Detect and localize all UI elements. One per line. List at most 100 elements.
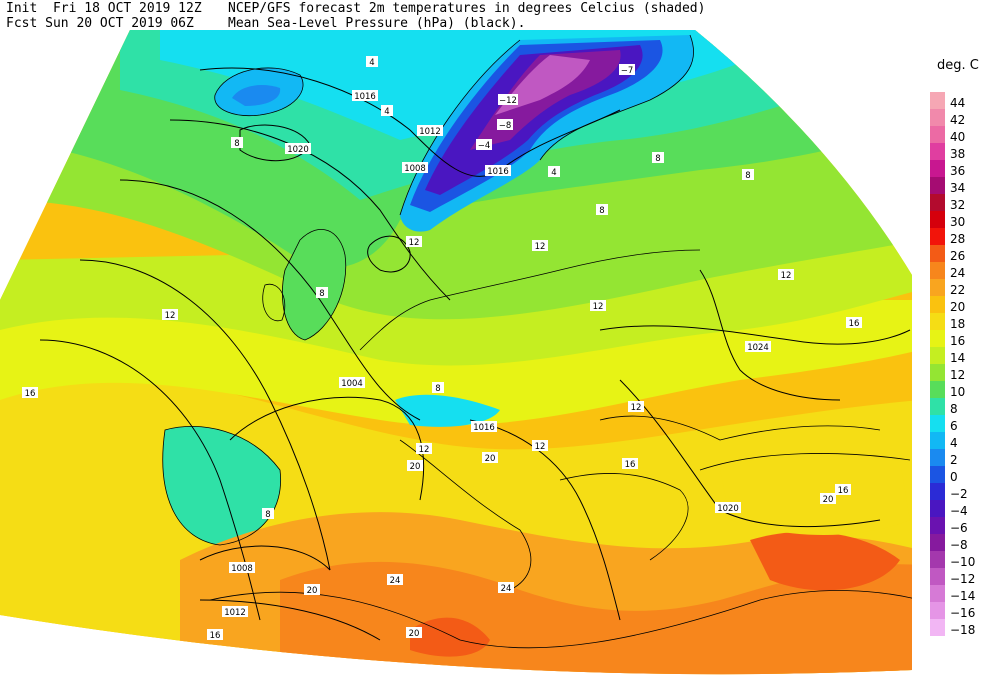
iceland-cold xyxy=(232,85,281,106)
legend-label: −2 xyxy=(950,487,968,501)
legend-swatch xyxy=(930,619,945,636)
isobar-label-text: 1008 xyxy=(404,164,426,174)
temp-label: 24 xyxy=(498,582,514,594)
isobar-label: 1004 xyxy=(339,377,365,389)
temp-label-text: 16 xyxy=(838,486,849,496)
temp-label: 4 xyxy=(366,56,378,68)
legend-entry: 38 xyxy=(930,143,1000,160)
turkey-temp xyxy=(720,453,910,535)
temp-label-text: 24 xyxy=(501,584,512,594)
isobar-label-text: 1012 xyxy=(419,127,441,137)
legend-entry: −2 xyxy=(930,483,1000,500)
temp-label: 12 xyxy=(532,240,548,252)
temp-band-26-libya xyxy=(410,617,490,657)
legend-unit: deg. C xyxy=(937,58,979,73)
isobar-label: 1012 xyxy=(417,125,443,137)
map-subtitle: Mean Sea-Level Pressure (hPa) (black). xyxy=(228,16,526,31)
legend-entry: −12 xyxy=(930,568,1000,585)
legend-label: −8 xyxy=(950,538,968,552)
temp-label-text: −12 xyxy=(499,96,517,106)
legend-swatch xyxy=(930,534,945,551)
temp-label-text: −8 xyxy=(499,121,512,131)
temp-label-text: 12 xyxy=(781,271,792,281)
temp-label: 20 xyxy=(406,627,422,639)
temp-label: 16 xyxy=(835,484,851,496)
temp-label-text: 20 xyxy=(410,462,421,472)
legend-entry: 6 xyxy=(930,415,1000,432)
temp-label: 16 xyxy=(22,387,38,399)
temp-label-text: 8 xyxy=(655,154,660,164)
isobar-label: 1016 xyxy=(352,90,378,102)
temp-label-text: 16 xyxy=(625,460,636,470)
temp-label: 12 xyxy=(590,300,606,312)
legend-entry: −8 xyxy=(930,534,1000,551)
temp-label: 24 xyxy=(387,574,403,586)
temp-label: 16 xyxy=(622,458,638,470)
legend-entry: 16 xyxy=(930,330,1000,347)
temp-label-text: 12 xyxy=(409,238,420,248)
temp-label: 8 xyxy=(262,508,274,520)
init-time: Init Fri 18 OCT 2019 12Z xyxy=(6,1,202,16)
temp-label-text: 8 xyxy=(745,171,750,181)
legend-entry: 12 xyxy=(930,364,1000,381)
isobar-label: 1016 xyxy=(471,421,497,433)
legend-label: 42 xyxy=(950,113,966,127)
legend-label: 44 xyxy=(950,96,966,110)
temp-label: 8 xyxy=(742,169,754,181)
legend-swatch xyxy=(930,602,945,619)
alps-temp xyxy=(395,394,500,427)
temp-label-text: 20 xyxy=(823,495,834,505)
legend-entry: 44 xyxy=(930,92,1000,109)
temp-label-text: 12 xyxy=(535,442,546,452)
legend-entry: 24 xyxy=(930,262,1000,279)
isobar-label: 1020 xyxy=(715,502,741,514)
legend-label: 8 xyxy=(950,402,958,416)
legend-entry: 22 xyxy=(930,279,1000,296)
legend-label: −6 xyxy=(950,521,968,535)
legend-label: 34 xyxy=(950,181,966,195)
temp-label: 8 xyxy=(316,287,328,299)
temp-band-26-levant xyxy=(750,531,900,591)
legend-label: −4 xyxy=(950,504,968,518)
legend-swatch xyxy=(930,415,945,432)
forecast-map: 1016 1020 1012 1008 1016 1004 1016 1024 … xyxy=(0,30,912,675)
temp-label: 8 xyxy=(652,152,664,164)
legend-swatch xyxy=(930,517,945,534)
legend-entry: 0 xyxy=(930,466,1000,483)
legend-label: 22 xyxy=(950,283,966,297)
legend-entry: −4 xyxy=(930,500,1000,517)
temperature-labels: 4 4 8 −12 −8 −4 −7 4 8 8 12 12 12 12 12 … xyxy=(22,56,862,641)
isobar-label-text: 1016 xyxy=(354,92,376,102)
legend-entry: 20 xyxy=(930,296,1000,313)
legend-swatch xyxy=(930,211,945,228)
temp-label: −4 xyxy=(476,139,492,151)
legend-swatch xyxy=(930,449,945,466)
temp-label: 4 xyxy=(381,105,393,117)
legend-swatch xyxy=(930,160,945,177)
legend-label: 2 xyxy=(950,453,958,467)
legend-label: −10 xyxy=(950,555,976,569)
legend-label: 0 xyxy=(950,470,958,484)
coastlines xyxy=(162,34,912,649)
isobar-label-text: 1020 xyxy=(287,145,309,155)
legend-entry: 32 xyxy=(930,194,1000,211)
legend-label: −16 xyxy=(950,606,976,620)
legend-entry: −18 xyxy=(930,619,1000,636)
temp-label-text: 16 xyxy=(25,389,36,399)
legend-swatch xyxy=(930,500,945,517)
forecast-time: Fcst Sun 20 OCT 2019 06Z xyxy=(6,16,194,31)
isobar-label-text: 1008 xyxy=(231,564,253,574)
legend-entry: 10 xyxy=(930,381,1000,398)
temp-label: 20 xyxy=(482,452,498,464)
temp-label: 16 xyxy=(207,629,223,641)
temp-label: −7 xyxy=(619,64,635,76)
temp-label-text: −7 xyxy=(621,66,634,76)
temp-label-text: 12 xyxy=(593,302,604,312)
temp-label-text: 16 xyxy=(849,319,860,329)
legend-label: 12 xyxy=(950,368,966,382)
temp-label: 20 xyxy=(407,460,423,472)
legend-label: 6 xyxy=(950,419,958,433)
temp-label-text: 24 xyxy=(390,576,401,586)
temp-label-text: 20 xyxy=(307,586,318,596)
temp-label: 20 xyxy=(820,493,836,505)
